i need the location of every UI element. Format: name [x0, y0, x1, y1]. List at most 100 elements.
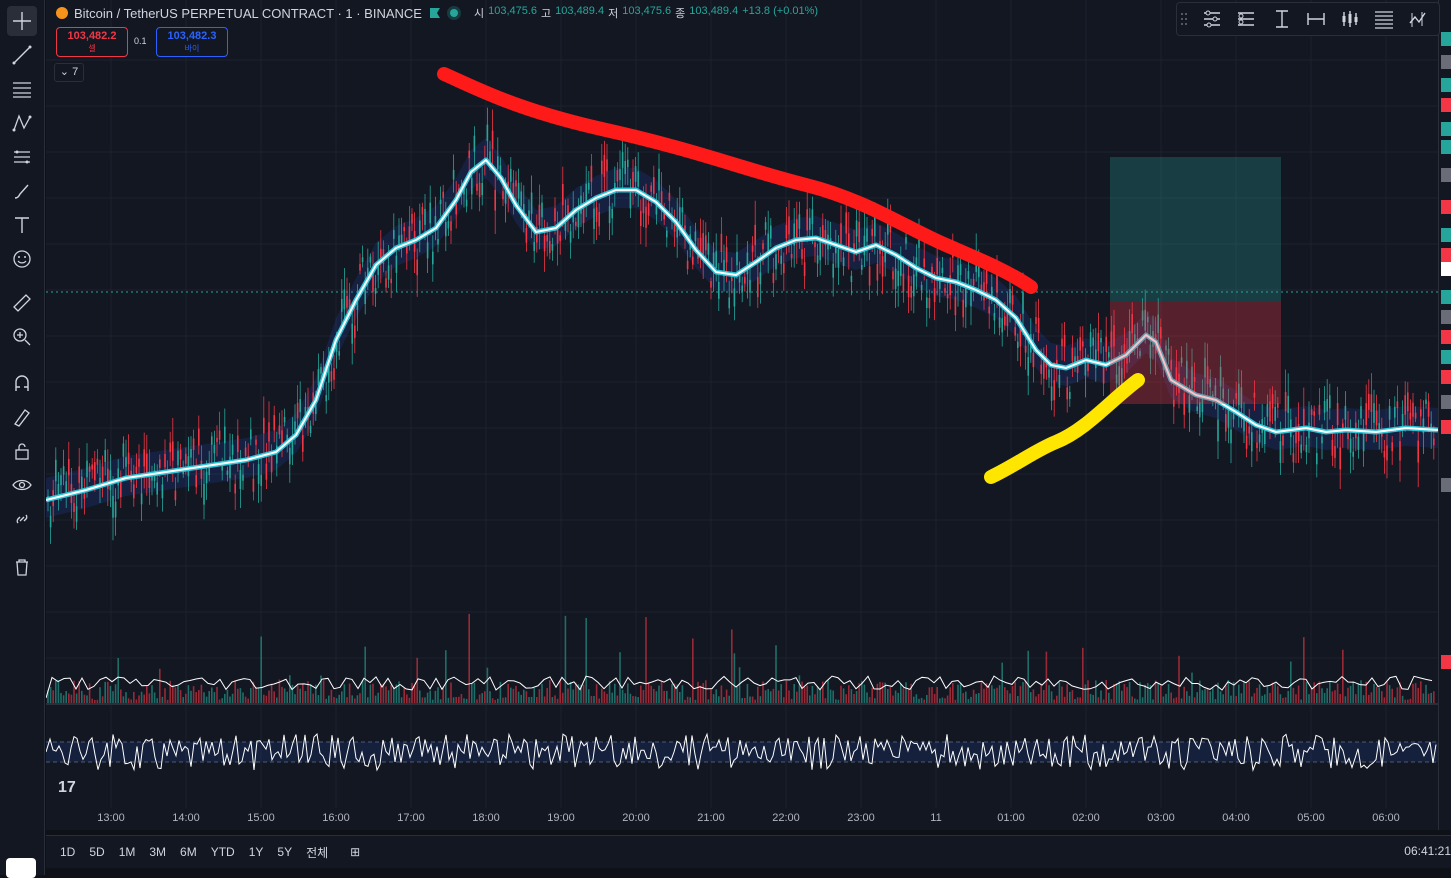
candle-body: [328, 362, 330, 383]
clock[interactable]: 06:41:21: [1404, 844, 1451, 858]
volume-bar: [718, 696, 720, 703]
volume-bar: [1074, 699, 1076, 703]
zoom-in-icon[interactable]: [7, 322, 37, 352]
volume-bar: [1121, 690, 1123, 703]
range-5y[interactable]: 5Y: [277, 845, 293, 859]
emoji-icon[interactable]: [7, 244, 37, 274]
candle-body: [1360, 406, 1362, 419]
volume-bar: [1344, 696, 1347, 703]
candle-body: [1227, 408, 1230, 428]
candle-body: [702, 233, 704, 255]
range-ytd[interactable]: YTD: [210, 845, 235, 859]
volume-bar: [426, 692, 429, 703]
trend-line-icon[interactable]: [7, 40, 37, 70]
time-axis[interactable]: 13:00 14:00 15:00 16:00 17:00 18:00 19:00 20:00…: [46, 808, 1438, 830]
magnet-icon[interactable]: [7, 368, 37, 398]
text-icon[interactable]: [7, 210, 37, 240]
range-3m[interactable]: 3M: [149, 845, 167, 859]
volume-bar: [432, 699, 434, 703]
volume-bar: [575, 682, 577, 703]
candle-body: [926, 297, 928, 308]
price-chart-canvas[interactable]: [45, 0, 1439, 830]
volume-bar: [502, 697, 504, 703]
candle-body: [595, 207, 598, 222]
candle-body: [94, 462, 96, 481]
forecast-icon[interactable]: [7, 142, 37, 172]
horizontal-bar-icon[interactable]: [1305, 8, 1327, 30]
candle-body: [60, 475, 62, 486]
range-1d[interactable]: 1D: [60, 845, 76, 859]
brush-icon[interactable]: [7, 176, 37, 206]
link-icon[interactable]: [7, 504, 37, 534]
volume-bar: [931, 687, 933, 703]
candle-body: [887, 216, 889, 235]
volume-bar: [81, 690, 83, 703]
price-tag: [1441, 395, 1451, 409]
candle-body: [450, 221, 452, 231]
ruler-icon[interactable]: [7, 288, 37, 318]
volume-bar: [858, 683, 860, 703]
favorites-star-icon[interactable]: [6, 858, 36, 878]
eye-icon[interactable]: [7, 470, 37, 500]
menu-lines-icon[interactable]: [1373, 8, 1395, 30]
candle-body: [780, 255, 782, 264]
volume-bar: [1323, 692, 1326, 703]
candle-body: [1238, 383, 1240, 405]
candle-body: [1050, 386, 1053, 401]
volume-bar: [47, 689, 49, 703]
range-1y[interactable]: 1Y: [248, 845, 264, 859]
trash-icon[interactable]: [7, 552, 37, 582]
volume-bar: [993, 688, 996, 703]
time-label: 23:00: [847, 812, 875, 824]
time-label: 16:00: [322, 812, 350, 824]
buy-button[interactable]: 103,482.3 바이: [156, 27, 228, 57]
candle-body: [985, 270, 988, 284]
candle-body: [1357, 436, 1360, 450]
candle-body: [502, 191, 504, 200]
price-axis[interactable]: [1438, 0, 1451, 830]
drag-handle-icon[interactable]: [1179, 8, 1189, 30]
tradingview-logo[interactable]: 17: [58, 779, 76, 796]
candle-body: [629, 189, 632, 209]
range-6m[interactable]: 6M: [180, 845, 197, 859]
fib-lines-icon[interactable]: [7, 74, 37, 104]
range-5d[interactable]: 5D: [89, 845, 105, 859]
candles-icon[interactable]: [1339, 8, 1361, 30]
candle-body: [910, 286, 912, 298]
candle-body: [231, 444, 234, 455]
range-전체[interactable]: 전체: [306, 845, 329, 860]
list-icon[interactable]: [1235, 8, 1257, 30]
chart-pane[interactable]: [45, 0, 1439, 830]
volume-bar: [845, 694, 847, 703]
pattern-icon[interactable]: [7, 108, 37, 138]
sell-button[interactable]: 103,482.2 셀: [56, 27, 128, 57]
settings-lines-icon[interactable]: [1201, 8, 1223, 30]
candle-body: [1375, 410, 1378, 426]
indicator-icon[interactable]: [1407, 8, 1429, 30]
volume-bar: [751, 696, 754, 703]
candle-body: [260, 474, 262, 486]
goto-date-icon[interactable]: ⊞: [350, 845, 361, 859]
candle-body: [679, 207, 681, 227]
vertical-bar-icon[interactable]: [1271, 8, 1293, 30]
indicator-legend-toggle[interactable]: ⌄ 7: [54, 63, 84, 82]
volume-bar: [1011, 686, 1014, 703]
candle-body: [317, 369, 320, 386]
candle-body: [325, 395, 327, 402]
lock-drawing-icon[interactable]: [7, 402, 37, 432]
lock-icon[interactable]: [7, 436, 37, 466]
candle-body: [543, 235, 546, 252]
candle-body: [1147, 316, 1149, 323]
volume-bar: [1043, 689, 1045, 703]
crosshair-icon[interactable]: [7, 6, 37, 36]
candle-body: [445, 222, 447, 237]
candle-body: [198, 428, 200, 446]
candle-body: [478, 182, 481, 198]
volume-bar: [874, 698, 876, 703]
volume-bar: [1425, 684, 1427, 703]
flag-icon[interactable]: [429, 8, 440, 18]
symbol-title[interactable]: Bitcoin / TetherUS PERPETUAL CONTRACT · …: [74, 5, 422, 21]
volume-bar: [1128, 682, 1131, 703]
candle-body: [1141, 310, 1144, 321]
range-1m[interactable]: 1M: [118, 845, 136, 859]
